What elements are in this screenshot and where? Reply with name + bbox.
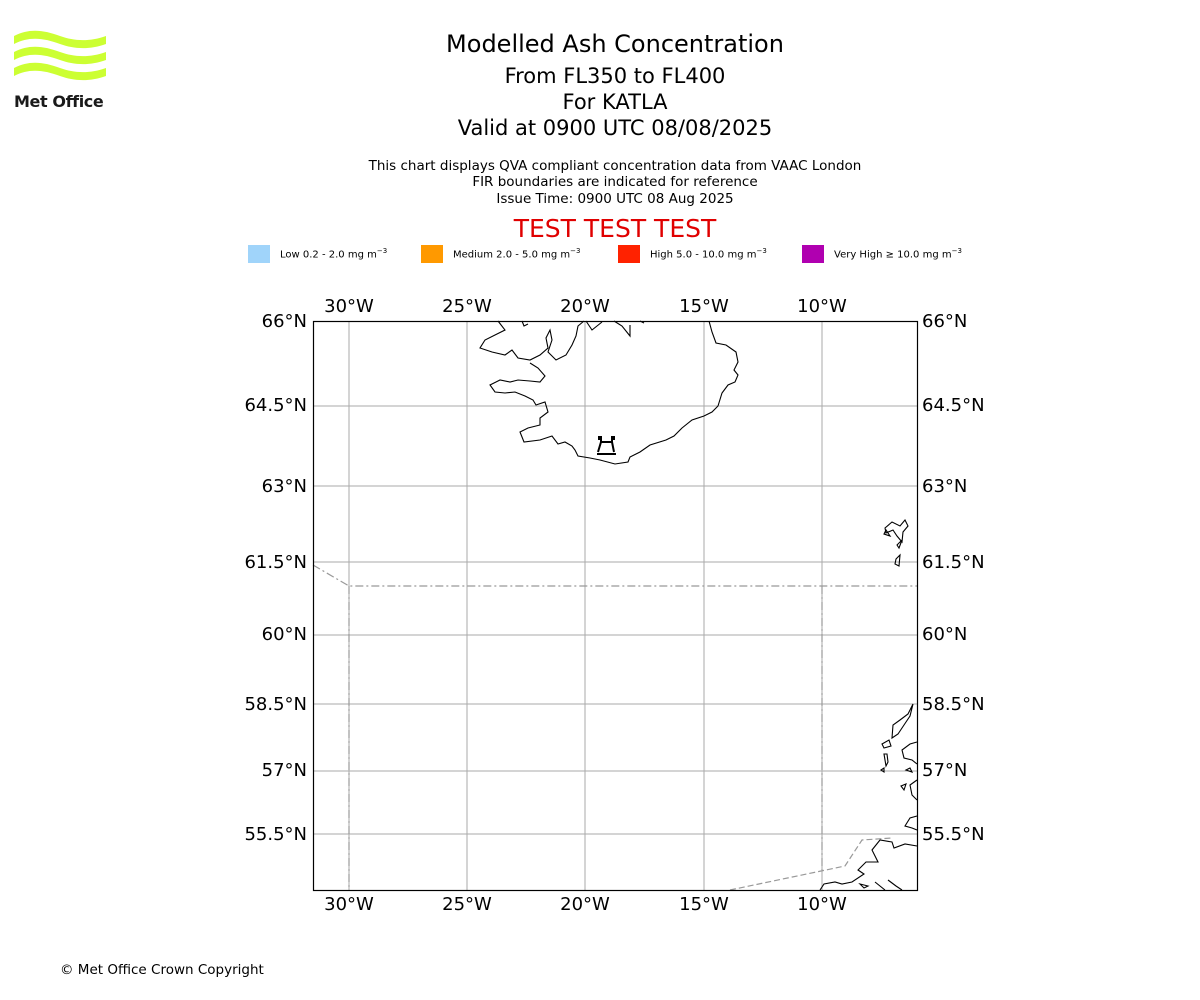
lat-tick-label: 63°N: [922, 476, 967, 497]
lon-tick-label: 20°W: [560, 296, 610, 317]
lat-tick-label: 63°N: [262, 476, 307, 497]
lon-tick-label: 15°W: [679, 296, 729, 317]
map-frame: [312, 320, 919, 892]
met-office-waves-icon: [14, 30, 106, 81]
lat-tick-label: 55.5°N: [244, 824, 307, 845]
legend-unit-exponent: −3: [570, 247, 581, 256]
lat-ticks-right: 66°N 64.5°N 63°N 61.5°N 60°N 58.5°N 57°N…: [922, 311, 985, 845]
lat-tick-label: 60°N: [922, 624, 967, 645]
lon-tick-label: 30°W: [324, 296, 374, 317]
lon-ticks-top: 30°W 25°W 20°W 15°W 10°W: [324, 296, 847, 317]
lat-tick-label: 57°N: [262, 760, 307, 781]
legend-label-very-high: Very High ≥ 10.0 mg m: [834, 249, 952, 261]
valid-time: Valid at 0900 UTC 08/08/2025: [457, 116, 773, 140]
lat-tick-label: 61.5°N: [922, 552, 985, 573]
logo-text: Met Office: [14, 92, 104, 111]
hebrides-coastline: [900, 783, 907, 792]
faroe-islands: [894, 553, 901, 567]
description-line: This chart displays QVA compliant concen…: [368, 158, 862, 174]
legend-swatch-medium: [421, 245, 443, 263]
lat-tick-label: 58.5°N: [922, 694, 985, 715]
lon-tick-label: 30°W: [324, 894, 374, 915]
hebrides-coastline: [904, 767, 914, 773]
legend-swatch-very-high: [802, 245, 824, 263]
met-office-logo: Met Office: [14, 30, 106, 112]
fir-boundary: [729, 837, 893, 891]
lat-tick-label: 64.5°N: [244, 395, 307, 416]
lon-tick-label: 25°W: [442, 894, 492, 915]
faroe-islands: [884, 519, 909, 544]
lat-tick-label: 57°N: [922, 760, 967, 781]
fir-boundaries: [312, 564, 917, 891]
legend-item-medium: Medium 2.0 - 5.0 mg m−3: [421, 244, 580, 264]
faroe-islands: [896, 539, 903, 550]
hebrides-coastline: [880, 766, 885, 774]
volcano-name: For KATLA: [562, 90, 668, 114]
scotland-coastline: [904, 815, 918, 831]
iceland-coastline: [521, 320, 529, 327]
lat-tick-label: 60°N: [262, 624, 307, 645]
lat-tick-label: 58.5°N: [244, 694, 307, 715]
description-line: FIR boundaries are indicated for referen…: [472, 174, 758, 190]
lat-tick-label: 64.5°N: [922, 395, 985, 416]
test-warning: TEST TEST TEST: [513, 214, 717, 243]
lon-tick-label: 10°W: [797, 296, 847, 317]
legend-unit-exponent: −3: [756, 247, 767, 256]
hebrides-coastline: [881, 739, 892, 749]
flight-level-range: From FL350 to FL400: [504, 64, 726, 88]
lon-tick-label: 25°W: [442, 296, 492, 317]
copyright: © Met Office Crown Copyright: [60, 962, 264, 978]
lon-tick-label: 20°W: [560, 894, 610, 915]
ireland-coastline: [819, 839, 918, 891]
legend-swatch-low: [248, 245, 270, 263]
legend-item-very-high: Very High ≥ 10.0 mg m−3: [802, 244, 962, 264]
lon-tick-label: 15°W: [679, 894, 729, 915]
scotland-coastline: [909, 779, 918, 801]
lat-tick-label: 66°N: [922, 311, 967, 332]
legend-unit-exponent: −3: [376, 247, 388, 256]
legend-item-low: Low 0.2 - 2.0 mg m−3: [248, 244, 387, 264]
chart-title: Modelled Ash Concentration: [446, 30, 784, 58]
volcano-icon: [597, 436, 616, 455]
graticule: [313, 321, 917, 890]
ireland-coastline: [858, 882, 870, 889]
lat-tick-label: 55.5°N: [922, 824, 985, 845]
legend-swatch-high: [618, 245, 640, 263]
lat-tick-label: 66°N: [262, 311, 307, 332]
lon-ticks-bottom: 30°W 25°W 20°W 15°W 10°W: [324, 894, 847, 915]
lat-ticks-left: 66°N 64.5°N 63°N 61.5°N 60°N 58.5°N 57°N…: [244, 311, 307, 845]
faroe-islands: [883, 528, 892, 538]
hebrides-coastline: [891, 703, 914, 740]
fir-boundary: [312, 564, 917, 587]
legend-label-low: Low 0.2 - 2.0 mg m: [280, 249, 377, 261]
legend-unit-exponent: −3: [951, 247, 962, 256]
coastlines: [479, 320, 918, 891]
scotland-coastline: [901, 741, 918, 765]
lat-tick-label: 61.5°N: [244, 552, 307, 573]
legend-label-medium: Medium 2.0 - 5.0 mg m: [453, 249, 571, 261]
issue-time: Issue Time: 0900 UTC 08 Aug 2025: [496, 191, 734, 207]
lon-tick-label: 10°W: [797, 894, 847, 915]
hebrides-coastline: [883, 753, 889, 768]
legend-label-high: High 5.0 - 10.0 mg m: [650, 249, 757, 261]
iceland-coastline: [479, 320, 739, 465]
legend-item-high: High 5.0 - 10.0 mg m−3: [618, 244, 767, 264]
